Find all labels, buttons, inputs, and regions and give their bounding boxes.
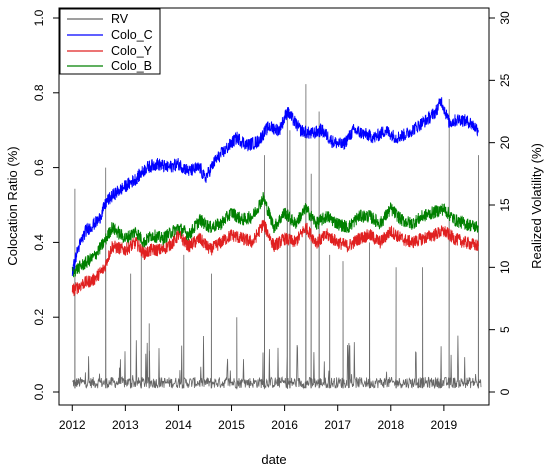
legend-box	[59, 8, 161, 75]
series-line-colo-y	[71, 219, 479, 297]
x-tick-label: 2016	[271, 418, 298, 432]
x-tick-label: 2012	[59, 418, 86, 432]
y-left-tick-label: 0.2	[32, 309, 46, 326]
y-axis-title-right: Realized Volatility (%)	[529, 143, 544, 269]
series-line-rv	[72, 84, 482, 390]
x-tick-label: 2013	[112, 418, 139, 432]
y-left-tick-label: 0.4	[32, 234, 46, 251]
x-tick-label: 2014	[165, 418, 192, 432]
x-axis-title: date	[261, 452, 286, 467]
y-right-tick-label: 20	[498, 136, 512, 150]
x-tick-label: 2015	[218, 418, 245, 432]
y-right-tick-label: 10	[498, 260, 512, 274]
legend-label-colo-y: Colo_Y	[111, 44, 153, 58]
legend-label-colo-b: Colo_B	[111, 59, 152, 73]
x-tick-label: 2018	[377, 418, 404, 432]
legend: RV Colo_C Colo_Y Colo_B	[59, 8, 161, 75]
y-left-tick-label: 0.0	[32, 383, 46, 400]
y-left-tick-label: 1.0	[32, 9, 46, 26]
y-right-tick-label: 25	[498, 73, 512, 87]
y-right-tick-label: 5	[498, 326, 512, 333]
series-layer	[71, 84, 482, 390]
series-line-colo-b	[71, 192, 479, 278]
y-right-tick-label: 15	[498, 198, 512, 212]
series-line-colo-c	[71, 97, 479, 277]
y-axis-title-left: Colocation Ratio (%)	[5, 146, 20, 265]
legend-label-colo-c: Colo_C	[111, 28, 153, 42]
y-left-tick-label: 0.8	[32, 84, 46, 101]
y-right-tick-label: 30	[498, 11, 512, 25]
legend-label-rv: RV	[111, 12, 129, 26]
axes-layer: 2012 2013 2014 2015 2016 2017 2018 20190.00.20.…	[32, 9, 512, 432]
y-right-tick-label: 0	[498, 388, 512, 395]
x-tick-label: 2019	[431, 418, 458, 432]
x-tick-label: 2017	[324, 418, 351, 432]
y-left-tick-label: 0.6	[32, 159, 46, 176]
